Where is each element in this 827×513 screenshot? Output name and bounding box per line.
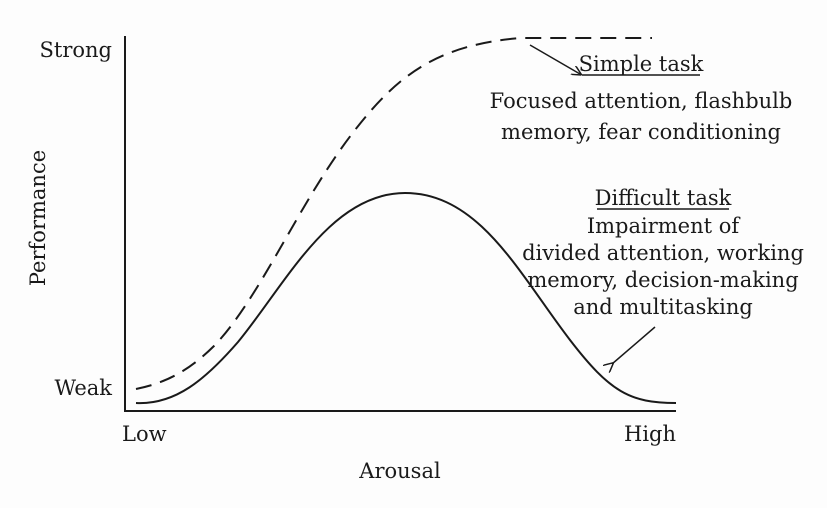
simple-task-title: Simple task [579, 52, 704, 76]
x-tick-high: High [624, 422, 676, 446]
simple-task-arrow [529, 44, 580, 74]
difficult-task-curve [135, 191, 677, 405]
simple-task-desc-line-2: memory, fear conditioning [501, 120, 781, 144]
difficult-task-desc-line-2: divided attention, working [522, 241, 804, 265]
difficult-task-desc-line-1: Impairment of [587, 214, 742, 238]
difficult-task-desc-line-4: and multitasking [573, 295, 753, 319]
difficult-task-arrow [612, 326, 656, 364]
y-tick-weak: Weak [54, 376, 112, 400]
simple-task-curve [135, 37, 652, 390]
y-tick-strong: Strong [40, 38, 112, 62]
x-axis-label: Arousal [358, 459, 441, 483]
difficult-task-desc-line-3: memory, decision-making [527, 268, 798, 292]
difficult-task-title: Difficult task [595, 186, 732, 210]
x-tick-low: Low [122, 422, 167, 446]
simple-task-desc-line-1: Focused attention, flashbulb [490, 89, 793, 113]
y-axis-label: Performance [26, 150, 50, 286]
